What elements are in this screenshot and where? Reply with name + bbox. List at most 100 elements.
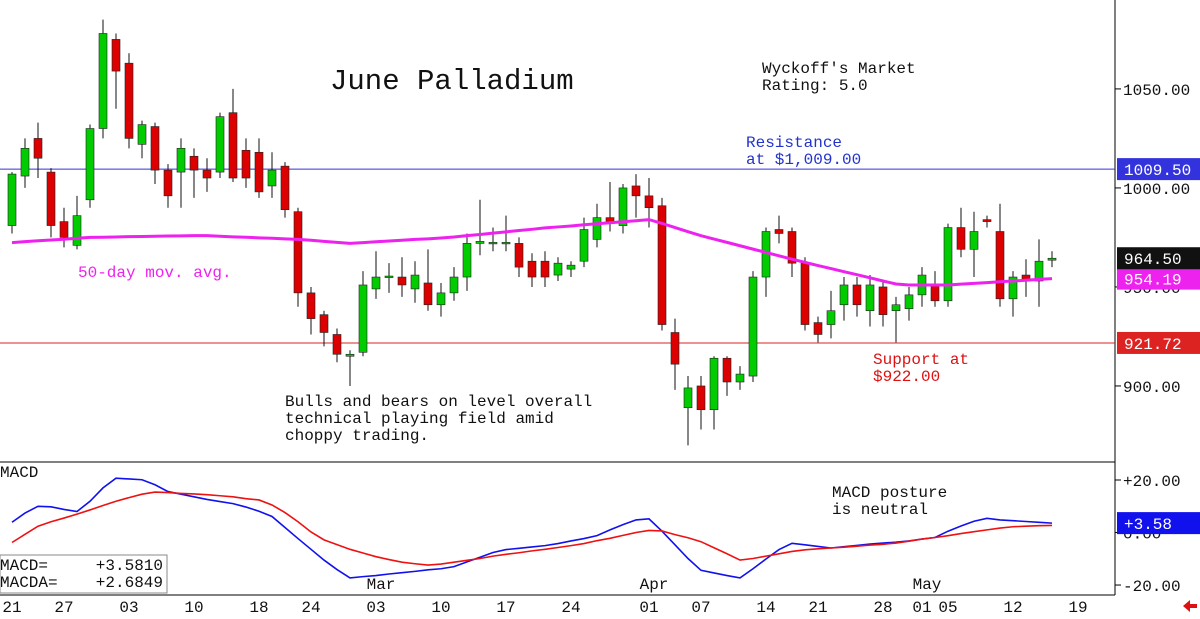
candle-body [748, 276, 758, 377]
chart-title: June Palladium [330, 65, 574, 98]
y-tick-label: 900.00 [1123, 379, 1181, 397]
level-tag-bg [1117, 158, 1200, 181]
candle-body [397, 276, 407, 286]
candle-body [722, 357, 732, 383]
candle-body [644, 195, 654, 209]
candle-body [670, 332, 680, 365]
x-tick-label: 10 [184, 599, 203, 617]
y-tick-label: +20.00 [1123, 473, 1181, 491]
candle-body [137, 124, 147, 145]
candle-body [371, 276, 381, 290]
annotation: MACD posture [832, 484, 947, 502]
level-tag: 1009.50 [1124, 162, 1191, 180]
candle-body [423, 282, 433, 306]
x-tick-label: 12 [1003, 599, 1022, 617]
close-tag: 964.50 [1124, 251, 1182, 269]
candle-body [1034, 260, 1044, 282]
close-tag-bg [1117, 247, 1200, 270]
candle-body [488, 242, 498, 245]
candle-body [826, 310, 836, 325]
y-tick-label: 1000.00 [1123, 181, 1190, 199]
x-tick-label: 03 [366, 599, 385, 617]
x-tick-label: 19 [1068, 599, 1087, 617]
annotation: is neutral [832, 501, 928, 519]
candle-body [592, 217, 602, 240]
annotation: $922.00 [873, 368, 940, 386]
candle-body [72, 215, 82, 246]
x-tick-label: 07 [691, 599, 710, 617]
x-tick-label: 24 [561, 599, 580, 617]
candle-body [553, 262, 563, 276]
candle-body [436, 292, 446, 306]
candle-body [956, 227, 966, 250]
candle-body [241, 150, 251, 179]
candle-body [215, 116, 225, 173]
candle-body [878, 286, 888, 315]
candle-body [384, 275, 394, 278]
candle-body [85, 128, 95, 201]
annotation: Support at [873, 351, 969, 369]
x-tick-label: 03 [119, 599, 138, 617]
candle-body [839, 284, 849, 306]
candle-body [1047, 257, 1057, 261]
candle-body [709, 357, 719, 411]
y-tick-label: -20.00 [1123, 578, 1181, 596]
month-label: Mar [367, 576, 396, 594]
candle-body [995, 231, 1005, 300]
annotation: Resistance [746, 134, 842, 152]
candle-body [865, 284, 875, 312]
x-tick-label: 21 [2, 599, 21, 617]
macd-tag-bg [1117, 512, 1200, 535]
candle-body [176, 148, 186, 173]
annotation: Rating: 5.0 [762, 77, 868, 95]
candle-body [1008, 276, 1018, 300]
candle-body [930, 284, 940, 302]
candle-body [345, 353, 355, 357]
candle-body [332, 334, 342, 355]
candle-body [163, 169, 173, 197]
candle-body [46, 171, 56, 226]
candle-body [683, 387, 693, 409]
legend-label: MACDA= [0, 574, 58, 592]
macd-line [11, 491, 1053, 566]
scroll-arrow[interactable] [1183, 600, 1197, 612]
x-tick-label: 01 [912, 599, 931, 617]
annotation: Bulls and bears on level overall [285, 393, 592, 411]
month-label: May [913, 576, 942, 594]
annotation: choppy trading. [285, 427, 429, 445]
y-tick-label: 1050.00 [1123, 82, 1190, 100]
candle-body [982, 219, 992, 222]
candle-body [904, 294, 914, 310]
ma-tag-bg [1117, 267, 1200, 290]
moving-average [11, 218, 1053, 287]
candle-body [943, 227, 953, 302]
annotation: technical playing field amid [285, 410, 554, 428]
candle-body [800, 262, 810, 325]
x-tick-label: 27 [54, 599, 73, 617]
candle-body [813, 322, 823, 335]
candle-body [618, 187, 628, 226]
marks: 1050.001000.00950.00900.0021270310182403… [0, 19, 1190, 617]
candle-body [735, 373, 745, 383]
macd-line [11, 477, 1053, 579]
candle-body [293, 211, 303, 294]
candle-body [891, 304, 901, 312]
x-tick-label: 24 [301, 599, 320, 617]
candle-body [540, 260, 550, 278]
x-tick-label: 17 [496, 599, 515, 617]
month-label: Apr [640, 576, 669, 594]
candle-body [449, 276, 459, 294]
x-tick-label: 14 [756, 599, 775, 617]
candle-body [228, 112, 238, 179]
candle-body [462, 243, 472, 278]
candle-body [579, 229, 589, 262]
x-tick-label: 01 [639, 599, 658, 617]
candle-body [189, 155, 199, 171]
x-tick-label: 05 [938, 599, 957, 617]
macd-tag: +3.58 [1124, 516, 1172, 534]
overlay: June Palladium MACD 1009.50 921.72 50-day … [0, 60, 1200, 594]
candle-body [267, 169, 277, 187]
candle-body [969, 231, 979, 250]
candle-body [631, 185, 641, 197]
